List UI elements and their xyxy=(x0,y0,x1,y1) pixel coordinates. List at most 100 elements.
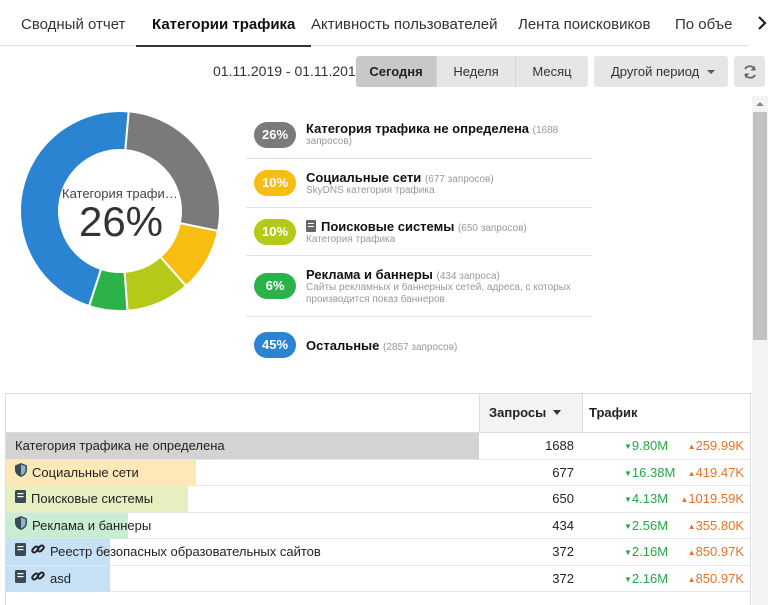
tab-bar: Сводный отчет Категории трафика Активнос… xyxy=(0,0,776,47)
arrow-down-icon: ▼ xyxy=(624,495,632,504)
share-bar xyxy=(6,459,196,486)
tab-search-feed[interactable]: Лента поисковиков xyxy=(518,16,651,33)
upload-traffic-cell: ▲419.47K xyxy=(687,464,744,480)
legend-title: Реклама и баннеры xyxy=(306,267,433,282)
download-traffic-cell: ▼2.16M xyxy=(624,570,669,586)
requests-cell: 677 xyxy=(552,464,574,480)
caret-down-icon xyxy=(707,70,715,74)
legend-percent-badge: 26% xyxy=(254,122,296,148)
category-cell: Реклама и баннеры xyxy=(6,512,479,539)
other-period-dropdown[interactable]: Другой период xyxy=(594,56,728,87)
legend-count: (2857 запросов) xyxy=(383,342,458,353)
link-icon xyxy=(31,539,45,565)
table-row[interactable]: Социальные сети 677 ▼16.38M ▲419.47K xyxy=(6,459,750,486)
legend-item[interactable]: 6% Реклама и баннеры (434 запроса) Сайты… xyxy=(246,256,592,317)
arrow-down-icon: ▼ xyxy=(624,548,632,557)
book-icon xyxy=(306,220,316,232)
tab-user-activity[interactable]: Активность пользователей xyxy=(311,16,498,33)
sort-desc-icon xyxy=(553,410,562,415)
category-name: Реестр безопасных образовательных сайтов xyxy=(50,544,321,559)
download-traffic-cell: ▼2.16M xyxy=(624,544,669,559)
legend-count: (677 запросов) xyxy=(424,174,494,185)
table-body: Категория трафика не определена 1688 ▼9.80… xyxy=(6,433,750,592)
category-name: Реклама и баннеры xyxy=(32,517,152,533)
legend-subtitle: Категория трафика xyxy=(306,234,396,245)
upload-traffic-cell: ▲850.97K xyxy=(687,544,744,559)
category-cell: Социальные сети xyxy=(6,459,479,486)
period-month-button[interactable]: Месяц xyxy=(516,56,588,87)
legend-subtitle: Сайты рекламных и баннерных сетей, адрес… xyxy=(306,282,571,305)
arrow-up-icon: ▲ xyxy=(687,468,696,478)
category-cell: asd xyxy=(6,565,479,592)
book-icon xyxy=(15,566,26,592)
category-cell: Реестр безопасных образовательных сайтов xyxy=(6,539,479,565)
table-row[interactable]: asd 372 ▼2.16M ▲850.97K xyxy=(6,565,750,592)
arrow-down-icon: ▼ xyxy=(624,442,632,451)
categories-table: Запросы Трафик Категория трафика не опре… xyxy=(5,393,751,605)
book-icon xyxy=(15,539,26,565)
table-row[interactable]: Поисковые системы 650 ▼4.13M ▲1019.59K xyxy=(6,486,750,513)
download-traffic-cell: ▼16.38M xyxy=(624,464,676,480)
category-cell: Категория трафика не определена xyxy=(6,433,479,459)
category-name: asd xyxy=(50,570,71,586)
legend-percent-badge: 10% xyxy=(254,170,296,196)
chevron-right-icon xyxy=(758,16,767,30)
tab-traffic-categories[interactable]: Категории трафика xyxy=(135,0,312,47)
legend-percent-badge: 45% xyxy=(254,332,296,358)
table-row[interactable]: Реестр безопасных образовательных сайтов… xyxy=(6,539,750,566)
download-traffic-cell: ▼4.13M xyxy=(624,491,669,506)
download-traffic-cell: ▼2.56M xyxy=(624,517,669,533)
period-week-button[interactable]: Неделя xyxy=(437,56,516,87)
category-name: Социальные сети xyxy=(32,464,139,480)
share-bar xyxy=(6,433,479,459)
scrollbar[interactable] xyxy=(752,96,768,605)
share-bar xyxy=(6,486,188,512)
period-segmented-control: Сегодня Неделя Месяц xyxy=(356,56,588,87)
arrow-up-icon: ▲ xyxy=(687,521,696,531)
upload-traffic-cell: ▲850.97K xyxy=(687,570,744,586)
table-row[interactable]: Реклама и баннеры 434 ▼2.56M ▲355.80K xyxy=(6,512,750,539)
legend-item[interactable]: 45% Остальные (2857 запросов) xyxy=(246,317,592,365)
requests-column-header[interactable]: Запросы xyxy=(479,394,583,432)
refresh-icon xyxy=(743,64,756,79)
upload-traffic-cell: ▲1019.59K xyxy=(680,491,744,506)
legend-title: Категория трафика не определена xyxy=(306,121,530,136)
traffic-donut-chart xyxy=(20,111,220,311)
book-icon xyxy=(15,486,26,512)
share-bar xyxy=(6,512,128,539)
legend-item[interactable]: 10% Поисковые системы (650 запросов) Кат… xyxy=(246,208,592,256)
period-today-button[interactable]: Сегодня xyxy=(356,56,437,87)
donut-segment[interactable] xyxy=(87,267,129,311)
legend-item[interactable]: 10% Социальные сети (677 запросов) SkyDN… xyxy=(246,159,592,208)
category-legend: 26% Категория трафика не определена (168… xyxy=(246,111,592,365)
legend-count: (650 запросов) xyxy=(457,223,527,234)
legend-percent-badge: 10% xyxy=(254,219,296,245)
category-name: Категория трафика не определена xyxy=(15,438,225,453)
arrow-down-icon: ▼ xyxy=(624,521,632,531)
tab-by-volume[interactable]: По объе xyxy=(675,16,733,33)
other-period-label: Другой период xyxy=(611,64,700,79)
arrow-up-icon: ▲ xyxy=(687,548,696,557)
legend-item[interactable]: 26% Категория трафика не определена (168… xyxy=(246,111,592,159)
traffic-column-header[interactable]: Трафик xyxy=(589,405,638,420)
scroll-up-arrow-icon[interactable] xyxy=(752,99,768,109)
arrow-down-icon: ▼ xyxy=(624,468,632,478)
tab-summary[interactable]: Сводный отчет xyxy=(21,16,126,33)
legend-title: Социальные сети xyxy=(306,170,422,185)
shield-icon xyxy=(15,513,27,539)
requests-cell: 372 xyxy=(552,570,574,586)
category-cell: Поисковые системы xyxy=(6,486,479,512)
legend-subtitle: запросов) xyxy=(306,136,353,147)
legend-count: (1688 xyxy=(532,125,559,136)
download-traffic-cell: ▼9.80M xyxy=(624,438,669,453)
donut-segment[interactable] xyxy=(20,111,130,308)
category-name: Поисковые системы xyxy=(31,491,154,506)
donut-segment[interactable] xyxy=(124,111,220,233)
refresh-button[interactable] xyxy=(734,56,765,87)
table-row[interactable]: Категория трафика не определена 1688 ▼9.80… xyxy=(6,433,750,460)
legend-count: (434 запроса) xyxy=(436,271,500,282)
scrollbar-thumb[interactable] xyxy=(753,112,767,340)
tabs-next-button[interactable] xyxy=(748,0,776,46)
arrow-up-icon: ▲ xyxy=(687,574,696,584)
arrow-up-icon: ▲ xyxy=(687,442,696,451)
